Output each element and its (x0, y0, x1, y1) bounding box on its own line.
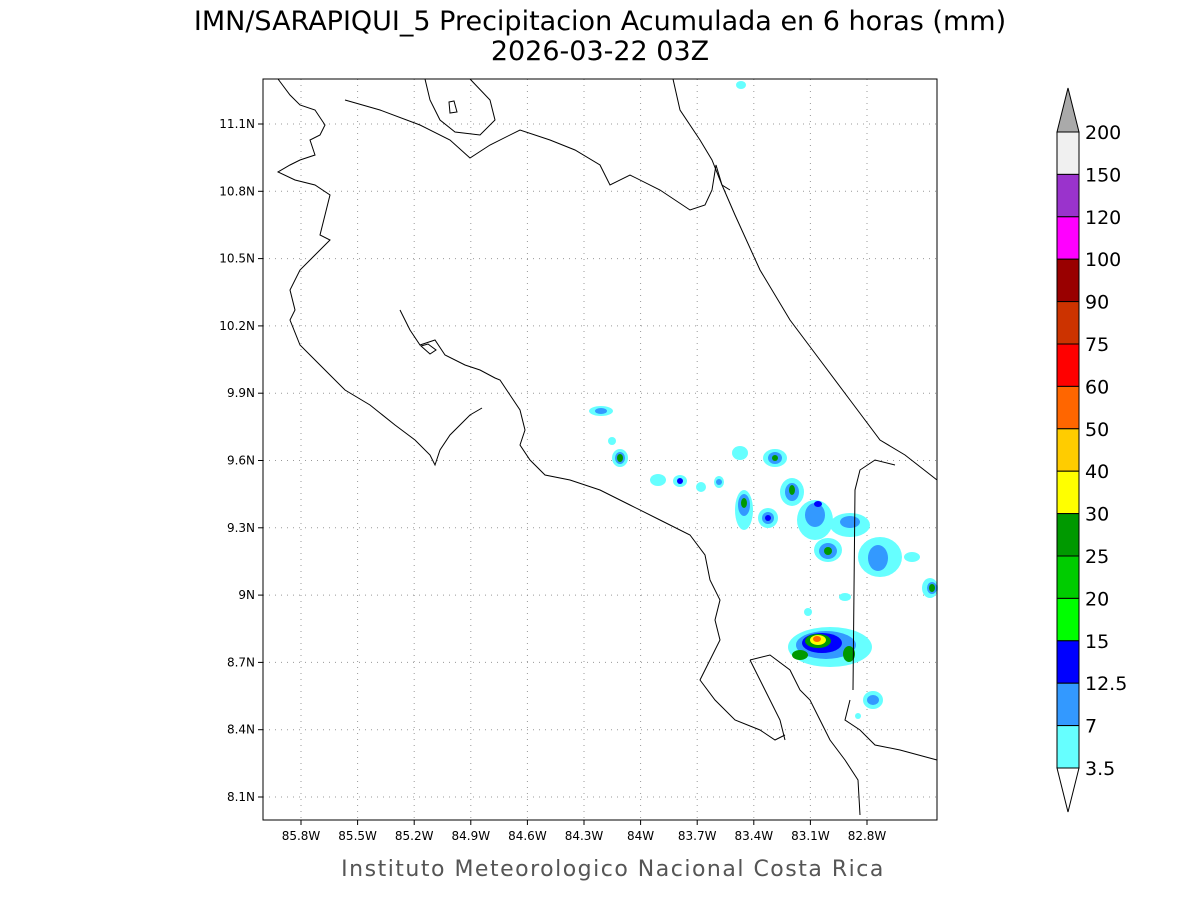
y-tick-label: 10.5N (219, 252, 255, 266)
y-tick-label: 9.9N (227, 386, 255, 400)
x-tick-label: 85.2W (395, 829, 434, 843)
x-tick-label: 82.8W (848, 829, 887, 843)
grid: 85.8W 85.5W 85.2W 84.9W 84.6W 84.3W 84W 83.7W 83… (219, 79, 937, 843)
y-tick-label: 10.2N (219, 319, 255, 333)
colorbar-label: 12.5 (1085, 673, 1127, 695)
y-tick-label: 8.1N (227, 790, 255, 804)
colorbar-box (1056, 428, 1080, 472)
colorbar-box (1056, 640, 1080, 684)
y-tick-label: 9N (238, 588, 255, 602)
y-tick-label: 9.6N (227, 454, 255, 468)
x-tick-label: 85.8W (282, 829, 321, 843)
x-tick-label: 84.3W (565, 829, 604, 843)
map-frame (262, 78, 938, 821)
x-tick-label: 84W (627, 829, 654, 843)
colorbar-box (1056, 513, 1080, 557)
colorbar-box (1056, 725, 1080, 769)
colorbar: 200 150 120 100 90 75 60 50 40 30 25 20 15 12.5 7 3.5 (1056, 87, 1127, 813)
footer: Instituto Meteorologico Nacional Costa R… (341, 857, 885, 882)
colorbar-label: 60 (1085, 376, 1109, 398)
colorbar-box (1056, 682, 1080, 727)
colorbar-box (1056, 173, 1080, 218)
colorbar-label: 3.5 (1085, 758, 1115, 780)
colorbar-label: 200 (1085, 122, 1121, 144)
x-tick-label: 84.6W (508, 829, 547, 843)
colorbar-box (1056, 555, 1080, 599)
colorbar-box (1056, 470, 1080, 515)
title: IMN/SARAPIQUI_5 Precipitacion Acumulada … (194, 6, 1006, 37)
colorbar-label: 40 (1085, 461, 1109, 483)
colorbar-box (1056, 301, 1080, 345)
y-tick-label: 10.8N (219, 184, 255, 198)
colorbar-label: 150 (1085, 164, 1121, 186)
x-tick-label: 85.5W (338, 829, 377, 843)
colorbar-label: 100 (1085, 249, 1121, 271)
colorbar-box (1056, 597, 1080, 642)
y-tick-label: 8.4N (227, 723, 255, 737)
x-tick-label: 83.4W (735, 829, 774, 843)
colorbar-label: 25 (1085, 546, 1109, 568)
x-tick-label: 84.9W (452, 829, 491, 843)
colorbar-label: 30 (1085, 504, 1109, 526)
y-tick-label: 9.3N (227, 521, 255, 535)
x-tick-label: 83.1W (791, 829, 830, 843)
colorbar-box (1056, 216, 1080, 260)
colorbar-box (1056, 131, 1080, 175)
colorbar-label: 75 (1085, 334, 1109, 356)
colorbar-under (1056, 767, 1080, 813)
colorbar-over (1056, 87, 1080, 133)
colorbar-label: 15 (1085, 631, 1109, 653)
precipitation (589, 81, 938, 719)
colorbar-box (1056, 385, 1080, 430)
colorbar-label: 20 (1085, 588, 1109, 610)
y-tick-label: 11.1N (219, 117, 255, 131)
y-tick-label: 8.7N (227, 655, 255, 669)
colorbar-label: 90 (1085, 292, 1109, 314)
coastlines (276, 78, 938, 816)
colorbar-box (1056, 258, 1080, 303)
colorbar-box (1056, 343, 1080, 387)
subtitle: 2026-03-22 03Z (491, 36, 709, 67)
x-tick-label: 83.7W (678, 829, 717, 843)
colorbar-label: 7 (1085, 716, 1097, 738)
colorbar-label: 50 (1085, 419, 1109, 441)
colorbar-label: 120 (1085, 207, 1121, 229)
